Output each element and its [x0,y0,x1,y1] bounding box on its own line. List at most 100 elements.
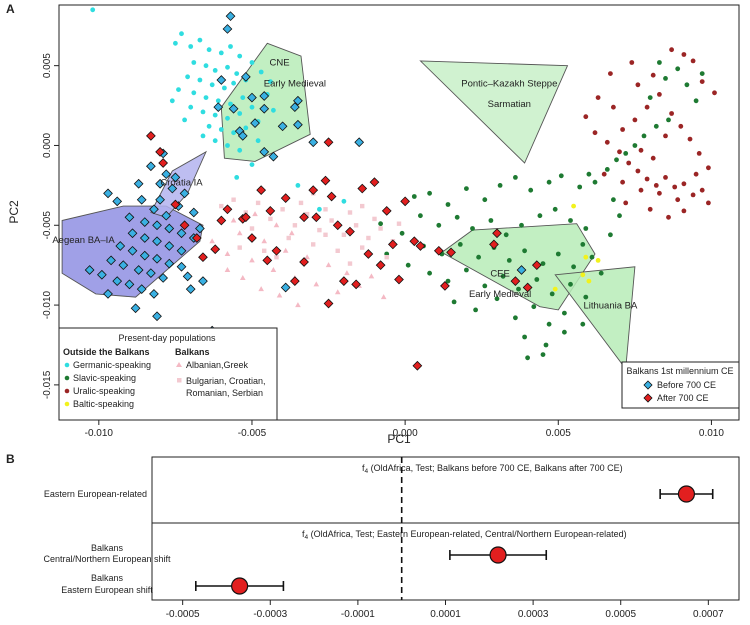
before-700-ce-point [84,265,95,275]
before-700-ce-point [182,271,193,282]
row-label-balkans-cne-line-1: Balkans [91,543,124,553]
germanic-speaking-point [228,44,233,49]
germanic-speaking-point [185,74,191,80]
uralic-speaking-point [678,123,684,129]
slavic-speaking-point [562,329,567,335]
albanian-greek-point [252,211,258,217]
germanic-speaking-point [176,87,181,92]
germanic-speaking-point [295,183,301,188]
bulgarian-croatian-romanian-serbian-point [329,218,334,223]
albanian-greek-point [304,254,310,260]
slavic-speaking-point [580,242,586,247]
slavic-speaking-point [693,98,699,104]
panel-b-x-tick-label: -0.0001 [341,609,375,620]
after-700-ce-point [394,274,404,285]
slavic-speaking-point [427,270,432,276]
slavic-speaking-point [598,270,604,276]
before-700-ce-point [170,172,181,183]
slavic-speaking-point [378,221,383,227]
panel-a-x-tick-label: 0.010 [699,428,724,439]
before-700-ce-point [149,289,159,299]
uralic-speaking-point [663,175,668,180]
after-700-ce-point [256,185,267,196]
slavic-speaking-point [614,157,619,163]
bulgarian-croatian-romanian-serbian-point [304,211,310,217]
panel-a-x-axis-label: PC1 [387,432,411,446]
after-700-ce-point [388,239,398,250]
after-700-ce-point [400,196,410,207]
after-700-ce-point [280,193,291,204]
slavic-speaking-point [519,222,524,228]
albanian-greek-point [295,302,301,308]
uralic-speaking-point [632,117,638,123]
slavic-speaking-point [632,143,638,148]
germanic-speaking-point [218,50,224,56]
before-700-ce-point [222,24,233,34]
after-700-ce-point [265,206,276,216]
bulgarian-croatian-romanian-serbian-point [360,203,365,209]
uralic-speaking-point [638,187,644,193]
uralic-speaking-point [595,95,601,100]
slavic-speaking-point [464,267,469,273]
panel-b-x-axis: -0.0005 -0.0003 -0.0001 0.0001 0.0003 0.0005 0… [166,600,724,620]
slavic-speaking-point [540,352,546,357]
slavic-speaking-point [482,283,488,289]
slavic-speaking-point [641,133,647,139]
uralic-speaking-point [669,111,674,116]
uralic-speaking-point [650,155,656,161]
before-700-ce-point [124,212,135,223]
region-label-croatia-ia-1: Croatia IA [160,177,203,188]
before-700-ce-point [237,131,248,141]
germanic-speaking-point [90,7,96,13]
slavic-speaking-point [537,213,543,219]
after-700-ce-point [247,233,257,243]
before-700-ce-point [225,11,236,22]
uralic-speaking-point [617,149,622,155]
before-700-ce-point [277,121,288,132]
uralic-speaking-point [669,47,674,53]
baltic-speaking-point [595,258,601,263]
slavic-speaking-point [583,294,589,300]
germanic-speaking-point [188,44,194,49]
legend-slavic-marker [64,375,70,381]
slavic-speaking-point [657,60,662,65]
panel-a-y-tick-label: -0.005 [42,211,53,240]
albanian-greek-point [282,247,289,253]
before-700-ce-point [112,276,123,287]
germanic-speaking-point [249,104,255,110]
before-700-ce-point [176,261,187,272]
slavic-speaking-point [531,304,537,310]
after-700-ce-point [351,279,361,290]
slavic-speaking-point [546,179,552,185]
before-700-ce-point [152,220,162,231]
uralic-speaking-point [638,147,644,153]
albanian-greek-point [276,292,283,298]
slavic-speaking-point [543,342,549,348]
legend-outside-heading: Outside the Balkans [63,347,150,357]
before-700-ce-point [259,103,270,114]
before-700-ce-point [139,217,150,227]
after-700-ce-point [369,177,380,188]
slavic-speaking-point [488,218,494,223]
slavic-speaking-point [525,355,530,361]
slavic-speaking-point [562,310,567,316]
legend-balkans-box [621,361,740,409]
before-700-ce-point [152,311,162,322]
region-pontic-kazakh-steppe-sarmatian [419,60,569,164]
slavic-speaking-point [555,251,561,257]
uralic-speaking-point [620,127,625,132]
slavic-speaking-point [451,299,457,305]
after-700-ce-point [179,220,190,231]
bulgarian-croatian-romanian-serbian-point [378,226,383,231]
region-label-cee-early-medieval-2: Early Medieval [469,289,531,300]
bulgarian-croatian-romanian-serbian-point [249,226,255,231]
slavic-speaking-point [568,281,573,287]
slavic-speaking-point [411,194,417,199]
slavic-speaking-point [580,321,586,327]
germanic-speaking-point [231,80,237,86]
before-700-ce-point [127,245,138,256]
panel-b-label: B [6,452,15,466]
panel-a-x-tick-label: -0.005 [238,428,267,439]
bulgarian-croatian-romanian-serbian-point [311,242,316,247]
albanian-greek-point [313,281,320,287]
